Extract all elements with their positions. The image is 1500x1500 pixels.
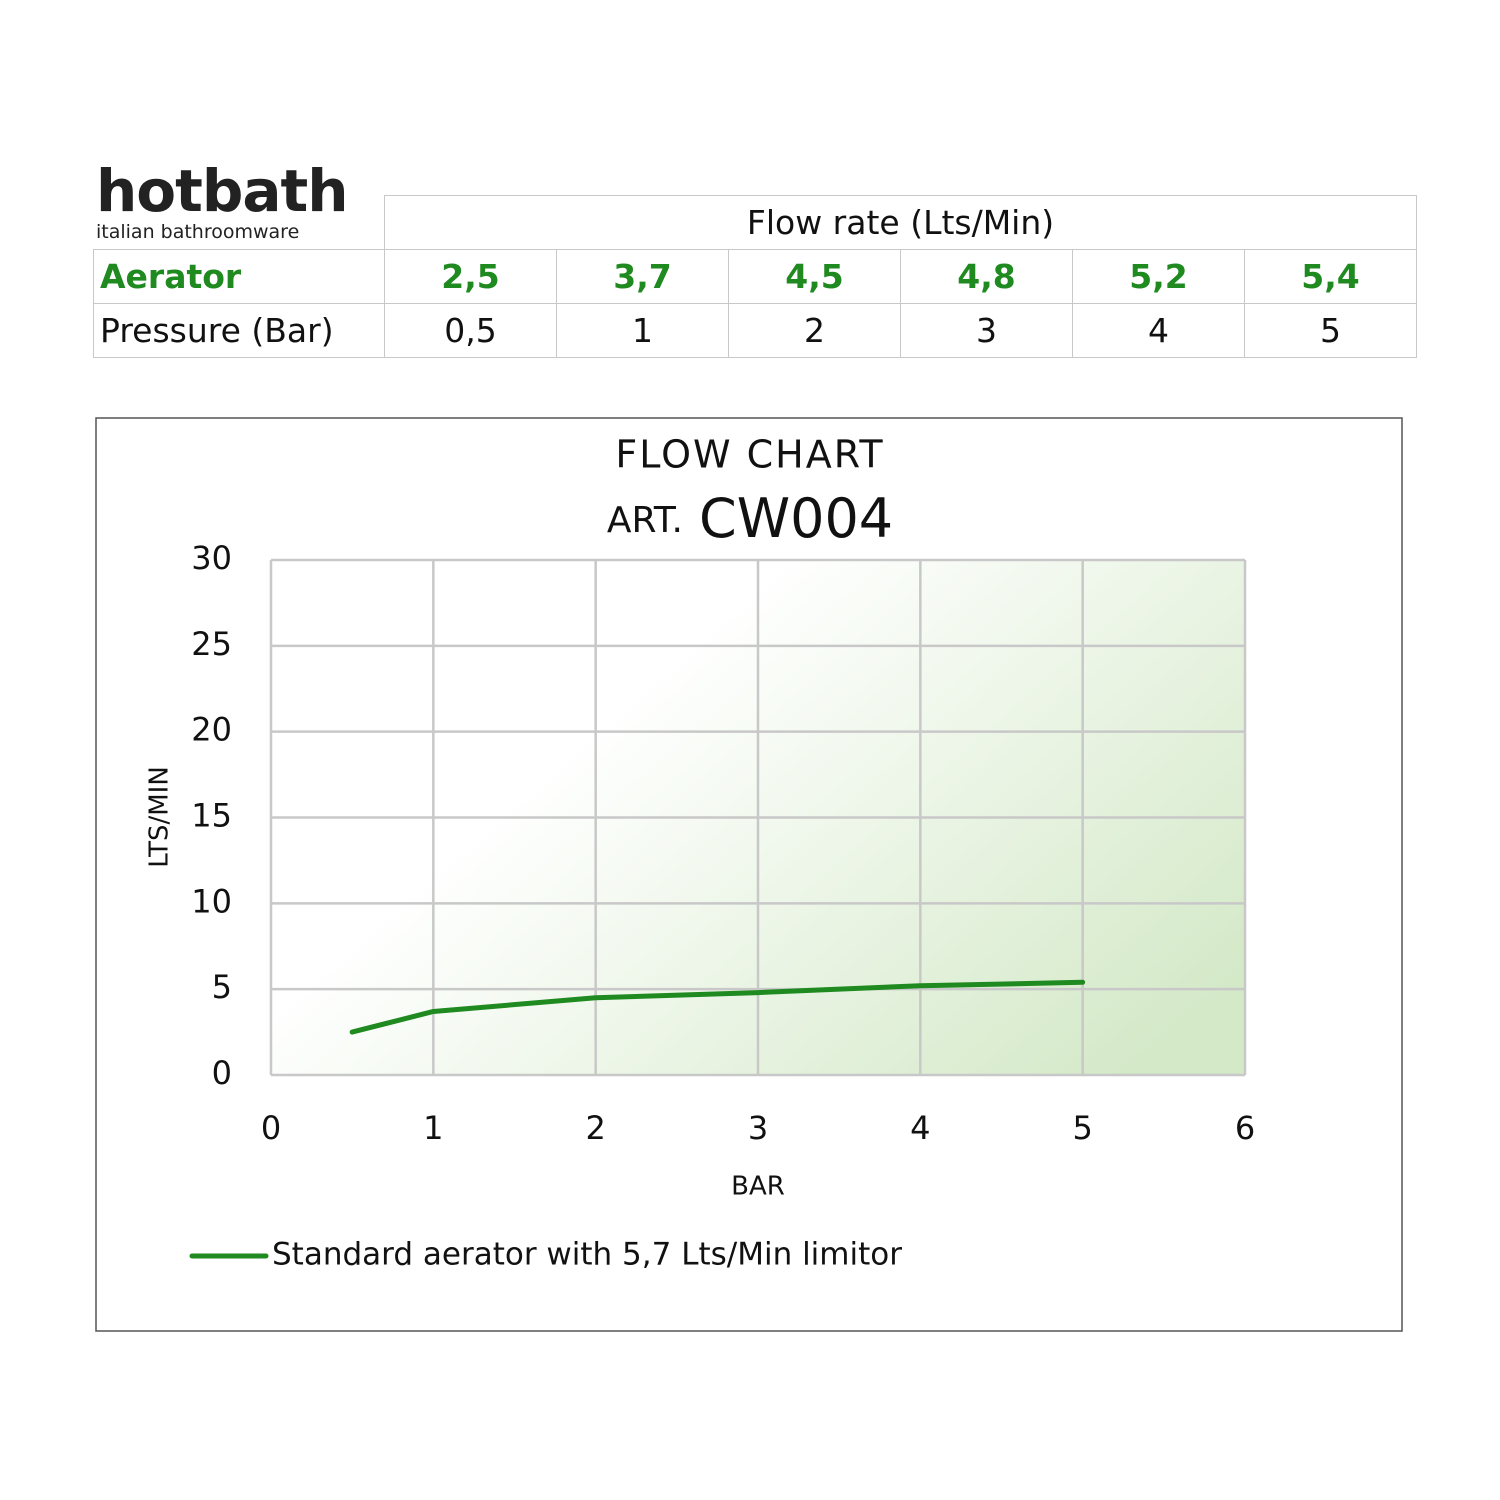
table-cell: 1 (556, 303, 729, 358)
subtitle-code: CW004 (699, 487, 893, 550)
y-tick-label: 30 (191, 539, 232, 577)
table-cell: 2,5 (384, 249, 557, 304)
y-tick-label: 10 (191, 882, 232, 920)
y-tick-label: 5 (212, 968, 232, 1006)
table-header: Flow rate (Lts/Min) (384, 195, 1417, 250)
y-tick-label: 15 (191, 797, 232, 835)
table-row: Pressure (Bar) 0,5 1 2 3 4 5 (93, 303, 1417, 358)
table-cell: 5,2 (1072, 249, 1245, 304)
y-tick-label: 25 (191, 625, 232, 663)
y-axis-label: LTS/MIN (145, 766, 175, 868)
x-tick-label: 6 (1235, 1109, 1255, 1147)
legend-label: Standard aerator with 5,7 Lts/Min limito… (272, 1237, 902, 1273)
chart-frame (95, 417, 1403, 1332)
table-cell: 4,8 (900, 249, 1073, 304)
x-tick-label: 3 (748, 1109, 768, 1147)
series-line (349, 979, 1086, 1035)
blank-cell (93, 195, 385, 250)
table-cell: 2 (728, 303, 901, 358)
table-cell: 3 (900, 303, 1073, 358)
subtitle-prefix: ART. (607, 500, 683, 541)
row-label: Aerator (93, 249, 385, 304)
x-axis-label: BAR (731, 1172, 785, 1202)
flow-table: Flow rate (Lts/Min) Aerator 2,5 3,7 4,5 4,8 5… (93, 195, 1417, 358)
chart-title: FLOW CHART (615, 433, 884, 477)
table-cell: 4 (1072, 303, 1245, 358)
x-tick-label: 5 (1072, 1109, 1092, 1147)
x-tick-label: 0 (261, 1109, 281, 1147)
y-tick-label: 20 (191, 711, 232, 749)
chart-subtitle: ART. CW004 (607, 487, 893, 550)
x-tick-label: 4 (910, 1109, 930, 1147)
table-cell: 5 (1244, 303, 1417, 358)
row-label: Pressure (Bar) (93, 303, 385, 358)
x-tick-label: 1 (423, 1109, 443, 1147)
y-tick-label: 0 (212, 1054, 232, 1092)
x-tick-label: 2 (585, 1109, 605, 1147)
